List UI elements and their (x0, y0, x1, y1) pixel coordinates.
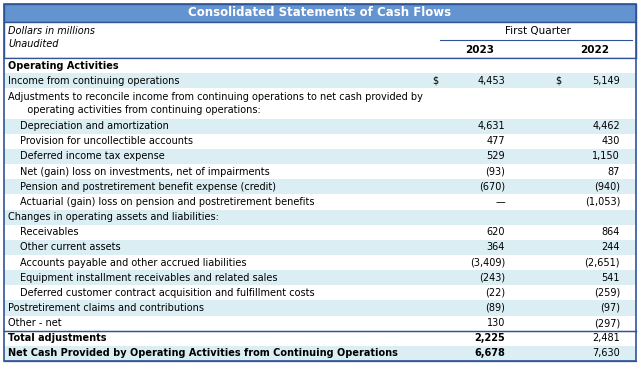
Text: $: $ (555, 76, 561, 86)
Text: Operating Activities: Operating Activities (8, 61, 118, 70)
Text: Equipment installment receivables and related sales: Equipment installment receivables and re… (20, 273, 278, 283)
Bar (4, 73, 636, 88)
Text: 541: 541 (602, 273, 620, 283)
Text: (243): (243) (479, 273, 505, 283)
Bar (4, 134, 636, 149)
Text: (297): (297) (594, 318, 620, 328)
Bar (4, 4, 636, 22)
Bar (4, 255, 636, 270)
Text: (259): (259) (594, 288, 620, 298)
Text: Unaudited: Unaudited (8, 39, 58, 49)
Text: Adjustments to reconcile income from continuing operations to net cash provided : Adjustments to reconcile income from con… (8, 92, 423, 102)
Text: 2,225: 2,225 (474, 333, 505, 343)
Text: Consolidated Statements of Cash Flows: Consolidated Statements of Cash Flows (188, 7, 452, 19)
Text: Depreciation and amortization: Depreciation and amortization (20, 121, 169, 131)
Bar (4, 164, 636, 179)
Text: Provision for uncollectible accounts: Provision for uncollectible accounts (20, 136, 193, 146)
Bar (4, 179, 636, 194)
Bar (4, 22, 636, 58)
Bar (4, 316, 636, 331)
Text: 4,462: 4,462 (592, 121, 620, 131)
Bar (4, 331, 636, 346)
Text: 477: 477 (486, 136, 505, 146)
Text: 87: 87 (607, 167, 620, 177)
Text: Net Cash Provided by Operating Activities from Continuing Operations: Net Cash Provided by Operating Activitie… (8, 349, 398, 358)
Bar (4, 58, 636, 73)
Text: Income from continuing operations: Income from continuing operations (8, 76, 179, 86)
Bar (4, 346, 636, 361)
Text: 4,453: 4,453 (477, 76, 505, 86)
Bar (4, 270, 636, 285)
Text: 244: 244 (602, 242, 620, 252)
Text: Dollars in millions: Dollars in millions (8, 26, 95, 36)
Text: (22): (22) (485, 288, 505, 298)
Bar (4, 210, 636, 224)
Bar (4, 194, 636, 210)
Bar (4, 285, 636, 300)
Text: 2022: 2022 (580, 45, 609, 55)
Text: Pension and postretirement benefit expense (credit): Pension and postretirement benefit expen… (20, 182, 276, 192)
Text: —: — (495, 197, 505, 207)
Text: (670): (670) (479, 182, 505, 192)
Bar (4, 224, 636, 240)
Text: (97): (97) (600, 303, 620, 313)
Text: 6,678: 6,678 (474, 349, 505, 358)
Text: 364: 364 (486, 242, 505, 252)
Text: 2,481: 2,481 (592, 333, 620, 343)
Text: Deferred income tax expense: Deferred income tax expense (20, 151, 164, 161)
Text: Net (gain) loss on investments, net of impairments: Net (gain) loss on investments, net of i… (20, 167, 269, 177)
Text: Deferred customer contract acquisition and fulfillment costs: Deferred customer contract acquisition a… (20, 288, 315, 298)
Bar (4, 300, 636, 316)
Text: 864: 864 (602, 227, 620, 237)
Text: 4,631: 4,631 (477, 121, 505, 131)
Text: (940): (940) (594, 182, 620, 192)
Text: Changes in operating assets and liabilities:: Changes in operating assets and liabilit… (8, 212, 219, 222)
Text: Receivables: Receivables (20, 227, 79, 237)
Text: 1,150: 1,150 (592, 151, 620, 161)
Text: (93): (93) (485, 167, 505, 177)
Text: Other - net: Other - net (8, 318, 61, 328)
Text: (89): (89) (485, 303, 505, 313)
Text: 5,149: 5,149 (592, 76, 620, 86)
Text: First Quarter: First Quarter (504, 26, 570, 36)
Text: Other current assets: Other current assets (20, 242, 120, 252)
Text: (2,651): (2,651) (584, 258, 620, 268)
Bar (4, 119, 636, 134)
Text: (3,409): (3,409) (470, 258, 505, 268)
Text: operating activities from continuing operations:: operating activities from continuing ope… (18, 105, 260, 115)
Text: 430: 430 (602, 136, 620, 146)
Text: 130: 130 (486, 318, 505, 328)
Bar (4, 88, 636, 119)
Text: Accounts payable and other accrued liabilities: Accounts payable and other accrued liabi… (20, 258, 246, 268)
Text: 620: 620 (486, 227, 505, 237)
Bar (4, 240, 636, 255)
Text: $: $ (432, 76, 438, 86)
Bar (4, 149, 636, 164)
Text: Postretirement claims and contributions: Postretirement claims and contributions (8, 303, 204, 313)
Text: (1,053): (1,053) (584, 197, 620, 207)
Text: Actuarial (gain) loss on pension and postretirement benefits: Actuarial (gain) loss on pension and pos… (20, 197, 314, 207)
Text: 7,630: 7,630 (592, 349, 620, 358)
Text: Total adjustments: Total adjustments (8, 333, 106, 343)
Text: 529: 529 (486, 151, 505, 161)
Text: 2023: 2023 (465, 45, 495, 55)
